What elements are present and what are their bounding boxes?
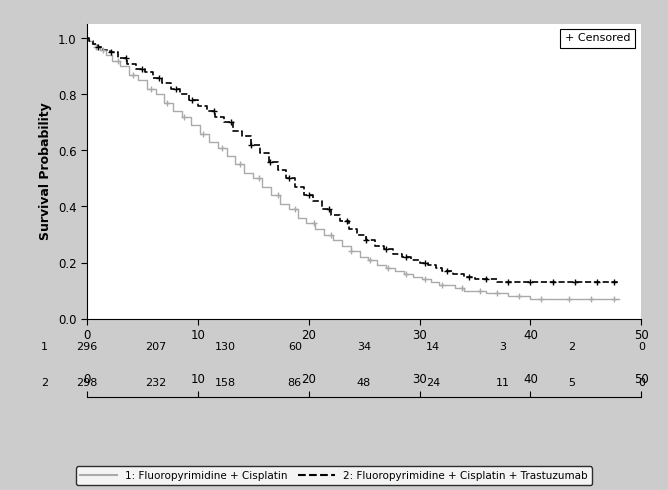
Text: 86: 86 [288,378,302,389]
Text: 130: 130 [215,342,236,352]
2: Fluoropyrimidine + Cisplatin + Trastuzumab: (14, 0.65): Fluoropyrimidine + Cisplatin + Trastuzum… [238,134,246,140]
Line: 2: Fluoropyrimidine + Cisplatin + Trastuzumab: 2: Fluoropyrimidine + Cisplatin + Trastu… [87,39,619,282]
1: Fluoropyrimidine + Cisplatin: (14.2, 0.52): Fluoropyrimidine + Cisplatin: (14.2, 0.5… [240,170,248,176]
2: Fluoropyrimidine + Cisplatin + Trastuzumab: (48, 0.13): Fluoropyrimidine + Cisplatin + Trastuzum… [615,279,623,285]
Text: 34: 34 [357,342,371,352]
Text: 14: 14 [426,342,440,352]
Text: 48: 48 [357,378,371,389]
Text: + Censored: + Censored [564,33,630,43]
2: Fluoropyrimidine + Cisplatin + Trastuzumab: (10, 0.76): Fluoropyrimidine + Cisplatin + Trastuzum… [194,103,202,109]
Text: 60: 60 [288,342,302,352]
1: Fluoropyrimidine + Cisplatin: (0, 1): Fluoropyrimidine + Cisplatin: (0, 1) [83,36,91,42]
Text: 296: 296 [76,342,98,352]
1: Fluoropyrimidine + Cisplatin: (48, 0.07): Fluoropyrimidine + Cisplatin: (48, 0.07) [615,296,623,302]
Text: 5: 5 [568,378,575,389]
1: Fluoropyrimidine + Cisplatin: (23, 0.26): Fluoropyrimidine + Cisplatin: (23, 0.26) [338,243,346,248]
2: Fluoropyrimidine + Cisplatin + Trastuzumab: (0, 1): Fluoropyrimidine + Cisplatin + Trastuzum… [83,36,91,42]
1: Fluoropyrimidine + Cisplatin: (41, 0.07): Fluoropyrimidine + Cisplatin: (41, 0.07) [538,296,546,302]
2: Fluoropyrimidine + Cisplatin + Trastuzumab: (11.6, 0.72): Fluoropyrimidine + Cisplatin + Trastuzum… [212,114,220,120]
2: Fluoropyrimidine + Cisplatin + Trastuzumab: (13.2, 0.67): Fluoropyrimidine + Cisplatin + Trastuzum… [229,128,237,134]
2: Fluoropyrimidine + Cisplatin + Trastuzumab: (27.6, 0.23): Fluoropyrimidine + Cisplatin + Trastuzum… [389,251,397,257]
Text: 0: 0 [638,342,645,352]
2: Fluoropyrimidine + Cisplatin + Trastuzumab: (6, 0.86): Fluoropyrimidine + Cisplatin + Trastuzum… [150,75,158,81]
Text: 24: 24 [426,378,440,389]
1: Fluoropyrimidine + Cisplatin: (40, 0.07): Fluoropyrimidine + Cisplatin: (40, 0.07) [526,296,534,302]
Text: 1: 1 [41,342,48,352]
Text: 232: 232 [146,378,167,389]
Text: 2: 2 [41,378,48,389]
Text: 298: 298 [76,378,98,389]
1: Fluoropyrimidine + Cisplatin: (26.2, 0.19): Fluoropyrimidine + Cisplatin: (26.2, 0.1… [373,262,381,268]
Text: 11: 11 [496,378,510,389]
Text: 158: 158 [215,378,236,389]
Text: 207: 207 [146,342,167,352]
Text: 2: 2 [568,342,576,352]
Text: 3: 3 [499,342,506,352]
Line: 1: Fluoropyrimidine + Cisplatin: 1: Fluoropyrimidine + Cisplatin [87,39,619,299]
2: Fluoropyrimidine + Cisplatin + Trastuzumab: (37, 0.13): Fluoropyrimidine + Cisplatin + Trastuzum… [493,279,501,285]
Legend: 1: Fluoropyrimidine + Cisplatin, 2: Fluoropyrimidine + Cisplatin + Trastuzumab: 1: Fluoropyrimidine + Cisplatin, 2: Fluo… [76,466,592,485]
Y-axis label: Survival Probability: Survival Probability [39,102,52,241]
Text: 0: 0 [638,378,645,389]
1: Fluoropyrimidine + Cisplatin: (8.6, 0.72): Fluoropyrimidine + Cisplatin: (8.6, 0.72… [178,114,186,120]
1: Fluoropyrimidine + Cisplatin: (7, 0.77): Fluoropyrimidine + Cisplatin: (7, 0.77) [160,100,168,106]
